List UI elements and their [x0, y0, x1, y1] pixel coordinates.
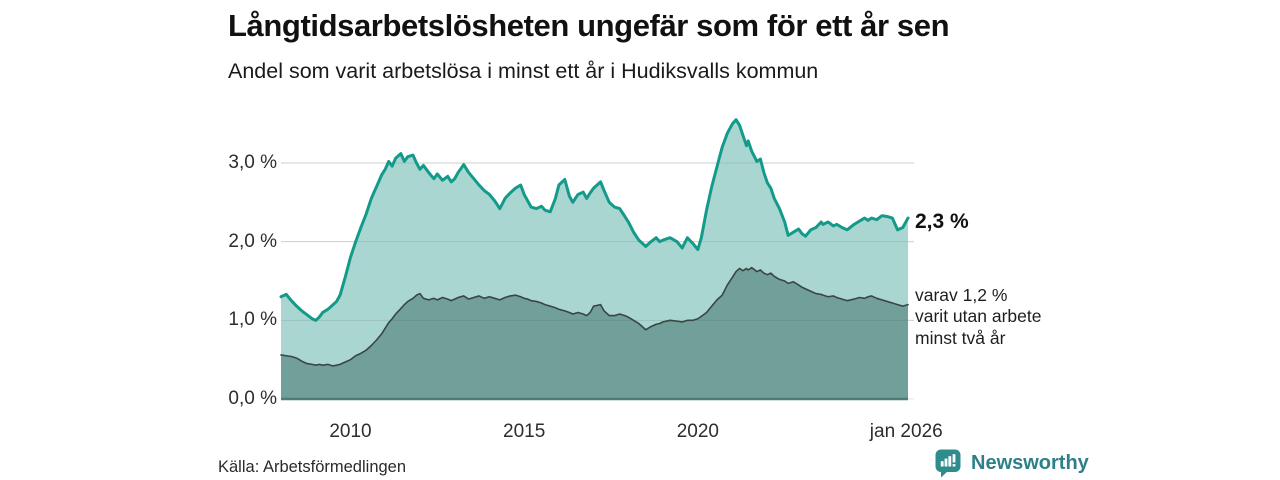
- brand-name: Newsworthy: [971, 451, 1089, 474]
- brand-lockup: Newsworthy: [934, 448, 1089, 478]
- line-total: [279, 118, 910, 322]
- newsworthy-logo-icon: [934, 448, 963, 478]
- source-note: Källa: Arbetsförmedlingen: [218, 458, 407, 476]
- y-axis-tick-label: 3,0 %: [228, 151, 277, 173]
- x-axis-tick-label: 2020: [676, 421, 719, 442]
- x-axis-tick-label: jan 2026: [869, 421, 943, 442]
- x-axis-tick-label: 2015: [503, 421, 546, 442]
- latest-value-label: 2,3 %: [915, 210, 969, 233]
- y-axis-tick-label: 2,0 %: [228, 230, 277, 252]
- y-axis-tick-label: 0,0 %: [228, 388, 277, 409]
- page-title: Långtidsarbetslösheten ungefär som för e…: [228, 8, 950, 43]
- x-axis-tick-label: 2010: [329, 421, 372, 442]
- line-two-years: [280, 266, 909, 367]
- page-subtitle: Andel som varit arbetslösa i minst ett å…: [228, 59, 819, 83]
- latest-two-years-label: varav 1,2 % varit utan arbete minst två …: [915, 285, 1042, 348]
- y-axis-tick-label: 1,0 %: [228, 309, 277, 331]
